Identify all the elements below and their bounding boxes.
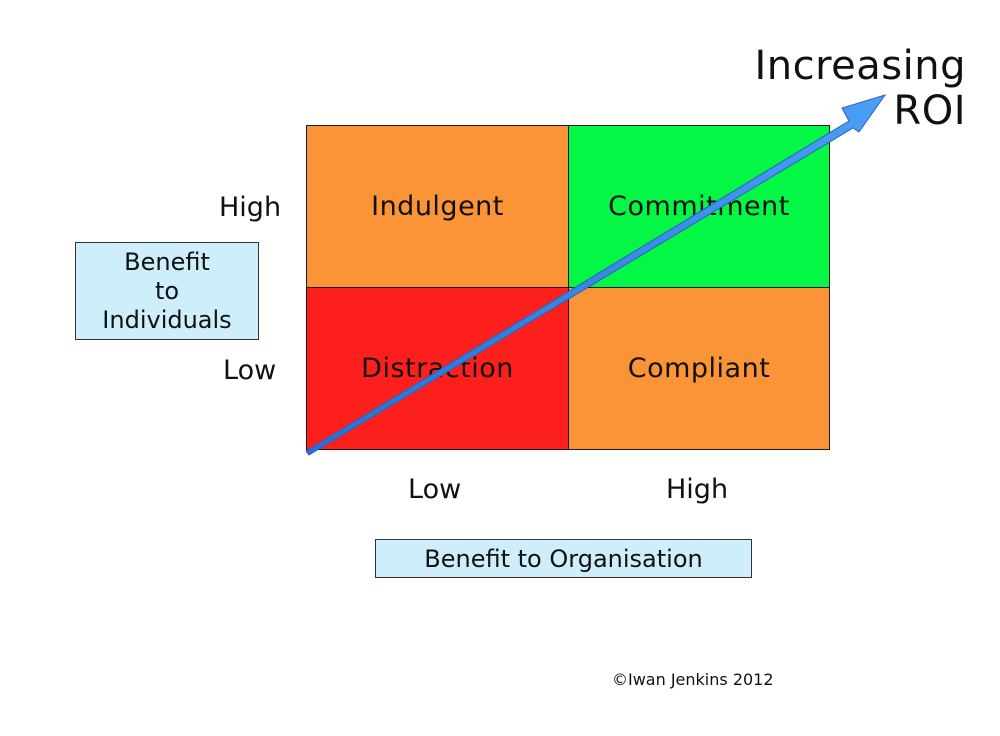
y-axis-title-box: Benefit to Individuals	[75, 242, 259, 340]
quadrant-label: Commitment	[608, 191, 790, 222]
quadrant-label: Compliant	[627, 353, 771, 384]
x-tick-high: High	[666, 474, 729, 505]
x-axis-title-box: Benefit to Organisation	[375, 539, 752, 578]
x-tick-low: Low	[408, 474, 462, 505]
quadrant-commitment: Commitment	[568, 125, 830, 288]
x-axis-title: Benefit to Organisation	[424, 544, 703, 573]
y-tick-high: High	[219, 192, 282, 223]
quadrant-compliant: Compliant	[568, 287, 830, 450]
roi-label: Increasing ROI	[754, 43, 966, 134]
copyright: ©Iwan Jenkins 2012	[612, 670, 774, 689]
quadrant-label: Indulgent	[371, 191, 504, 222]
quadrant-distraction: Distraction	[306, 287, 569, 450]
y-axis-title: Benefit to Individuals	[102, 247, 232, 334]
y-tick-low: Low	[223, 355, 277, 386]
matrix-grid: Indulgent Commitment Distraction Complia…	[306, 125, 830, 450]
quadrant-indulgent: Indulgent	[306, 125, 569, 288]
quadrant-label: Distraction	[361, 353, 514, 384]
